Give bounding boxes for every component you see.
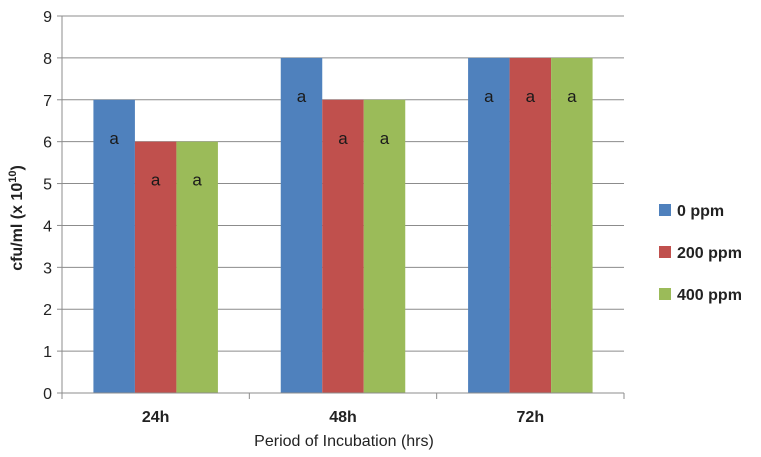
bar-data-label: a (484, 87, 494, 106)
legend-label: 0 ppm (677, 203, 724, 220)
bar-data-label: a (380, 129, 390, 148)
y-axis-title-superscript: 10 (7, 171, 19, 183)
legend-swatch (659, 246, 671, 258)
legend: 0 ppm 200 ppm 400 ppm (659, 203, 742, 304)
bar (176, 141, 218, 393)
y-tick-label: 2 (43, 302, 52, 319)
legend-swatch (659, 204, 671, 216)
y-tick-label: 0 (43, 386, 52, 403)
y-tick-label: 9 (43, 9, 52, 26)
y-tick-label: 6 (43, 135, 52, 152)
legend-item: 0 ppm (659, 203, 724, 220)
x-tick-label: 48h (329, 409, 357, 426)
bar-data-label: a (192, 171, 202, 190)
bar-labels: a a a a a a a a a (109, 87, 577, 190)
y-axis-title: cfu/ml (x 1010) (7, 165, 26, 271)
bar-data-label: a (526, 87, 536, 106)
y-tick-label: 4 (43, 218, 52, 235)
legend-item: 200 ppm (659, 245, 742, 262)
bar (363, 99, 406, 394)
bar-data-label: a (338, 129, 348, 148)
bar (322, 99, 364, 394)
bar-data-label: a (151, 171, 161, 190)
bar (551, 57, 593, 394)
y-tick-label: 7 (43, 93, 52, 110)
bar (468, 57, 510, 394)
legend-label: 200 ppm (677, 245, 742, 262)
legend-swatch (659, 288, 671, 300)
y-tick-label: 5 (43, 177, 52, 194)
bar (93, 99, 135, 394)
legend-item: 400 ppm (659, 287, 742, 304)
bar (134, 141, 177, 393)
axes: 0 1 2 3 4 5 6 7 8 9 24h 48h 72h (43, 9, 625, 426)
bar-data-label: a (109, 129, 119, 148)
y-axis-title-suffix: ) (9, 165, 26, 170)
x-tick-label: 24h (142, 409, 170, 426)
legend-label: 400 ppm (677, 287, 742, 304)
y-axis-title-main: cfu/ml (x 10 (9, 183, 26, 271)
y-tick-label: 8 (43, 51, 52, 68)
y-tick-label: 3 (43, 260, 52, 277)
x-tick-label: 72h (517, 409, 545, 426)
bar-data-label: a (297, 87, 307, 106)
bar-data-label: a (567, 87, 577, 106)
x-axis-title: Period of Incubation (hrs) (254, 433, 434, 450)
bar (509, 57, 552, 394)
y-tick-label: 1 (43, 344, 52, 361)
bars (93, 57, 593, 394)
bar (280, 57, 323, 394)
